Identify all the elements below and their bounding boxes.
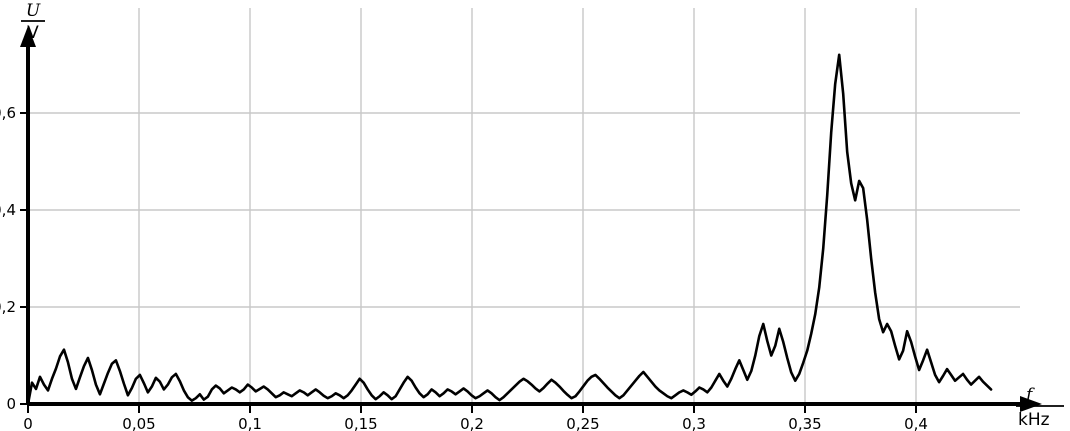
y-tick-marks-group bbox=[20, 112, 28, 405]
y-tick-label: 0,4 bbox=[0, 201, 16, 219]
x-tick-label: 0,2 bbox=[460, 415, 484, 431]
x-axis-unit-label: kHz bbox=[1018, 410, 1050, 430]
x-axis-label: f kHz bbox=[1016, 385, 1064, 430]
y-tick-label: 0,6 bbox=[0, 104, 16, 122]
x-tick-marks-group bbox=[27, 404, 917, 413]
y-axis-variable-label: U bbox=[26, 1, 41, 21]
x-axis-variable-label: f bbox=[1024, 385, 1035, 405]
y-tick-labels-group: 0 0,2 0,4 0,6 bbox=[0, 104, 16, 413]
y-tick-label: 0,2 bbox=[0, 298, 16, 316]
y-axis-unit-label: V bbox=[27, 23, 39, 43]
x-tick-label: 0,3 bbox=[682, 415, 706, 431]
x-tick-label: 0,1 bbox=[238, 415, 262, 431]
y-axis-label: U V bbox=[21, 1, 45, 43]
y-axis-arrowhead bbox=[20, 26, 36, 47]
x-axis-arrowhead bbox=[1020, 396, 1042, 412]
spectrum-data-curve bbox=[26, 53, 993, 406]
x-tick-label: 0,35 bbox=[788, 415, 821, 431]
x-tick-labels-group: 0 0,05 0,1 0,15 0,2 0,25 0,3 0,35 0,4 bbox=[23, 415, 928, 431]
x-tick-label: 0,25 bbox=[566, 415, 599, 431]
y-tick-label: 0 bbox=[6, 395, 16, 413]
gridlines-group bbox=[28, 8, 1020, 404]
x-tick-label: 0,4 bbox=[904, 415, 928, 431]
y-axis bbox=[20, 26, 36, 404]
x-axis bbox=[28, 396, 1042, 412]
x-tick-label: 0,15 bbox=[344, 415, 377, 431]
x-tick-label: 0,05 bbox=[122, 415, 155, 431]
x-tick-label: 0 bbox=[23, 415, 33, 431]
